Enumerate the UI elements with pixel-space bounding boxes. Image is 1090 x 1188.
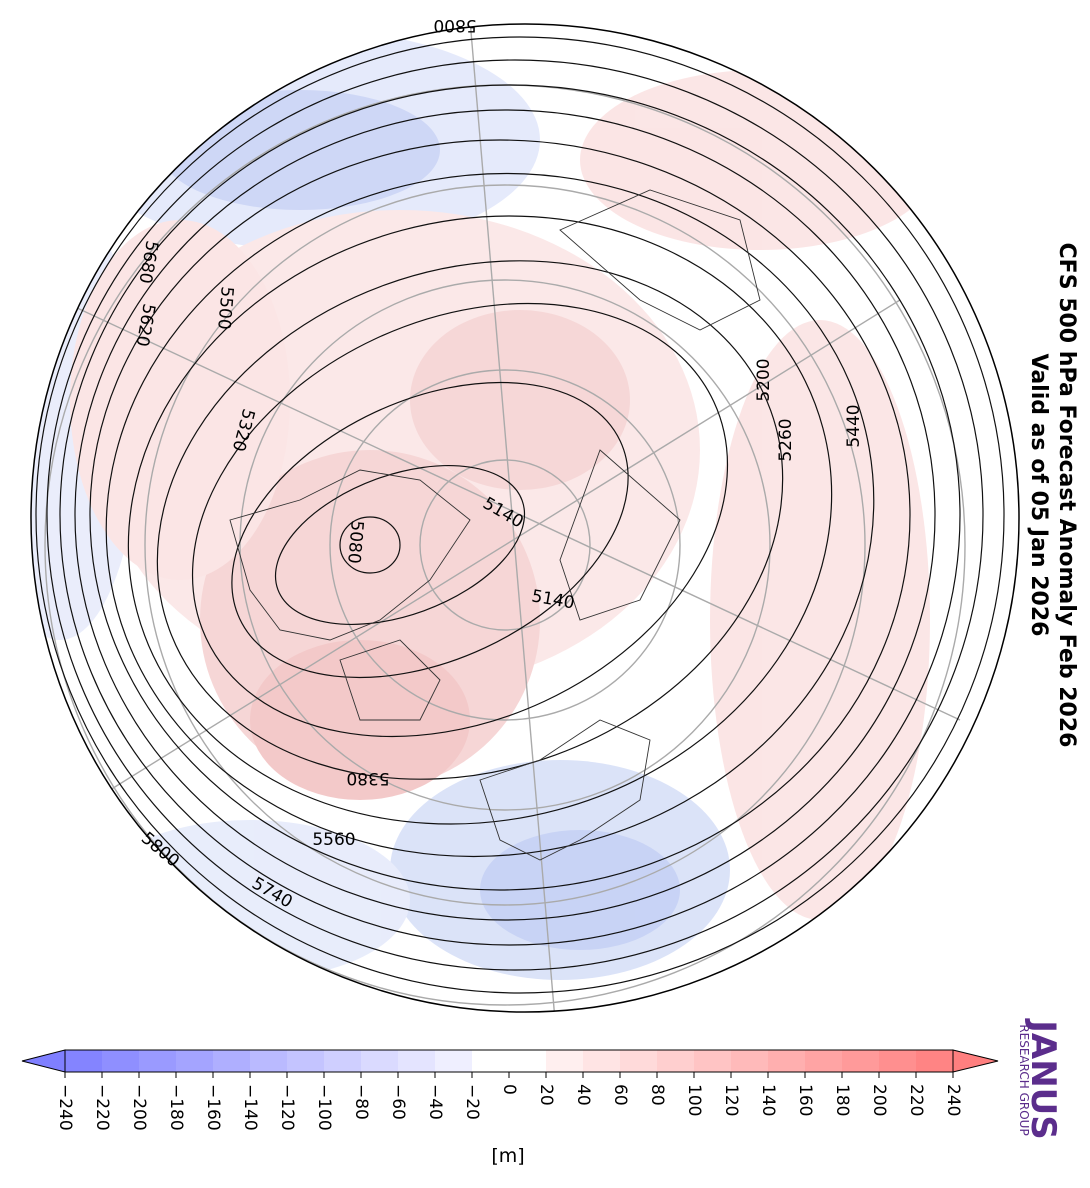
colorbar: −240 −220 −200 −180 −160 −140 −120 −100 −80 −60 −4… [21,1049,999,1167]
colorbar-segment [398,1050,436,1072]
colorbar-label: [m] [491,1145,524,1167]
colorbar-tick-label: −100 [314,1084,334,1131]
map-border [30,23,1020,1013]
colorbar-tick-label: −160 [203,1084,223,1131]
title-line: Valid as of 05 Jan 2026 [1026,354,1051,637]
colorbar-tick-label: 80 [647,1084,667,1106]
colorbar-tick-label: 100 [684,1084,704,1116]
colorbar-tick-label: 240 [943,1084,963,1116]
contour-label: 5560 [312,830,355,850]
colorbar-segment [472,1050,510,1072]
colorbar-tick-label: 200 [869,1084,889,1116]
logo: JANUS RESEARCH GROUP [1017,1018,1063,1140]
colorbar-segment [250,1050,288,1072]
colorbar-tick-label: −240 [55,1084,75,1131]
contours [35,36,1005,994]
colorbar-segment [139,1050,177,1072]
colorbar-segment [657,1050,695,1072]
colorbar-tick-label: 220 [906,1084,926,1116]
colorbar-tick-label: −60 [388,1084,408,1120]
colorbar-tick-label: 140 [758,1084,778,1116]
colorbar-segment [65,1050,103,1072]
colorbar-tick-label: −20 [462,1084,482,1120]
colorbar-extend-high [952,1049,999,1073]
colorbar-tick-label: 0 [499,1084,519,1095]
colorbar-extend-low [21,1049,66,1073]
colorbar-segment [213,1050,251,1072]
colorbar-segment [546,1050,584,1072]
colorbar-segment [842,1050,880,1072]
contour-label: 5440 [844,404,864,447]
logo-name: JANUS [1023,1018,1063,1140]
title: CFS 500 hPa Forecast Anomaly Feb 2026Val… [1026,243,1079,748]
colorbar-tick-label: −140 [240,1084,260,1131]
colorbar-segment [879,1050,917,1072]
colorbar-segment [916,1050,954,1072]
colorbar-tick-label: 180 [832,1084,852,1116]
colorbar-segment [324,1050,362,1072]
contour-label: 5500 [213,286,237,331]
colorbar-tick-label: 160 [795,1084,815,1116]
coastlines [229,189,761,861]
colorbar-tick-label: −120 [277,1084,297,1131]
colorbar-tick-label: −180 [166,1084,186,1131]
colorbar-tick-label: −80 [351,1084,371,1120]
contour-label: 5260 [776,418,796,461]
colorbar-tick-label: 40 [573,1084,593,1106]
colorbar-segment [102,1050,140,1072]
colorbar-tick-label: −200 [129,1084,149,1131]
contour-label: 5380 [346,768,389,788]
colorbar-tick-label: −40 [425,1084,445,1120]
colorbar-tick-label: 120 [721,1084,741,1116]
map [31,24,1005,1012]
colorbar-segment [694,1050,732,1072]
contour-label: 5080 [343,520,367,565]
contour-label: 5200 [754,358,774,401]
title-line: CFS 500 hPa Forecast Anomaly Feb 2026 [1054,243,1079,748]
colorbar-segment [583,1050,621,1072]
colorbar-segment [768,1050,806,1072]
colorbar-segment [287,1050,325,1072]
colorbar-segment [620,1050,658,1072]
colorbar-segment [509,1050,547,1072]
contour-label: 5800 [433,15,476,35]
colorbar-tick-label: 60 [610,1084,630,1106]
colorbar-segment [361,1050,399,1072]
logo-subtitle: RESEARCH GROUP [1017,1024,1031,1135]
colorbar-segment [731,1050,769,1072]
colorbar-tick-label: −220 [92,1084,112,1131]
colorbar-segment [435,1050,473,1072]
colorbar-segment [805,1050,843,1072]
colorbar-tick-label: 20 [536,1084,556,1106]
colorbar-segment [176,1050,214,1072]
